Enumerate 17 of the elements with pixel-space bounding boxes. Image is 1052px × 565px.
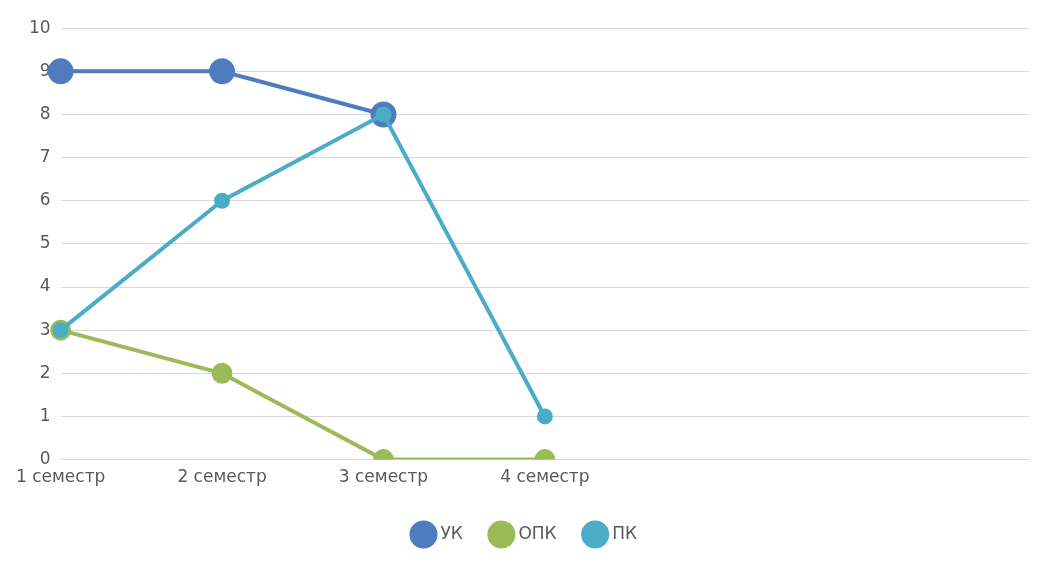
- y-tick-label: 3: [39, 318, 51, 339]
- y-tick-label: 1: [39, 404, 51, 425]
- y-tick-label: 10: [29, 16, 51, 37]
- y-tick-label: 2: [39, 361, 51, 382]
- x-tick-label: 1 семестр: [16, 466, 106, 487]
- y-tick-label: 4: [39, 275, 51, 296]
- x-tick-label: 2 семестр: [177, 466, 267, 487]
- legend-label: ПК: [612, 522, 638, 543]
- y-tick-label: 0: [39, 448, 51, 469]
- y-tick-label: 7: [39, 146, 51, 167]
- y-tick-label: 8: [39, 102, 51, 123]
- legend-label: УК: [440, 522, 463, 543]
- legend-label: ОПК: [518, 522, 557, 543]
- x-tick-label: 3 семестр: [338, 466, 429, 487]
- x-tick-label: 4 семестр: [500, 466, 590, 487]
- y-tick-label: 6: [39, 189, 51, 210]
- y-tick-label: 5: [39, 232, 51, 253]
